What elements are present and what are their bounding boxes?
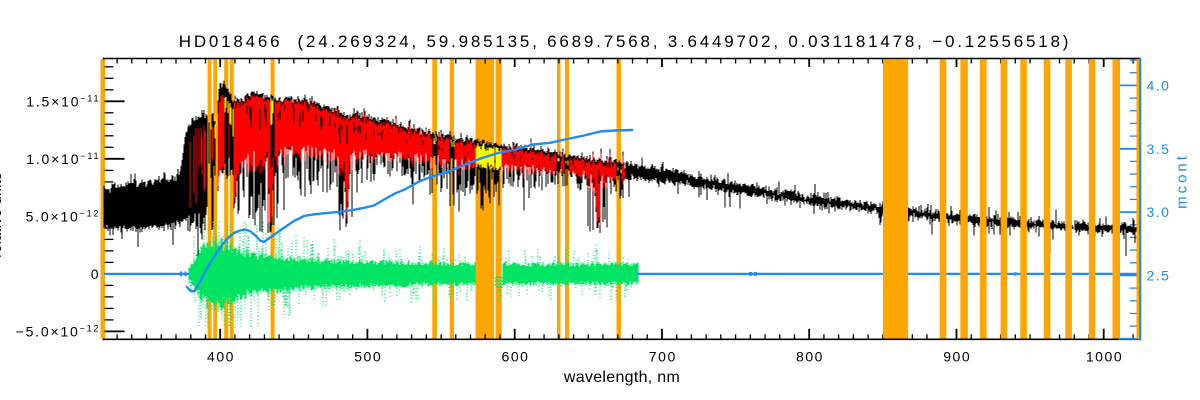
- svg-text:4.0: 4.0: [1147, 77, 1171, 93]
- svg-text:500: 500: [354, 349, 382, 365]
- svg-text:wavelength, nm: wavelength, nm: [563, 369, 680, 386]
- svg-text:HD018466 (24.269324, 59.98513: HD018466 (24.269324, 59.985135, 6689.756…: [179, 32, 1071, 51]
- svg-text:1000: 1000: [1086, 349, 1123, 365]
- svg-text:400: 400: [207, 349, 235, 365]
- svg-text:800: 800: [796, 349, 824, 365]
- svg-text:0: 0: [91, 266, 101, 282]
- svg-text:2.5: 2.5: [1147, 268, 1171, 284]
- svg-text:mcont: mcont: [1174, 153, 1191, 209]
- svg-text:700: 700: [649, 349, 677, 365]
- svg-text:3.0: 3.0: [1147, 204, 1171, 220]
- svg-text:3.5: 3.5: [1147, 141, 1171, 157]
- svg-text:900: 900: [943, 349, 971, 365]
- svg-text:600: 600: [501, 349, 529, 365]
- svg-text:relative units: relative units: [0, 172, 4, 258]
- svg-text:−5.0×10−12: −5.0×10−12: [16, 323, 101, 339]
